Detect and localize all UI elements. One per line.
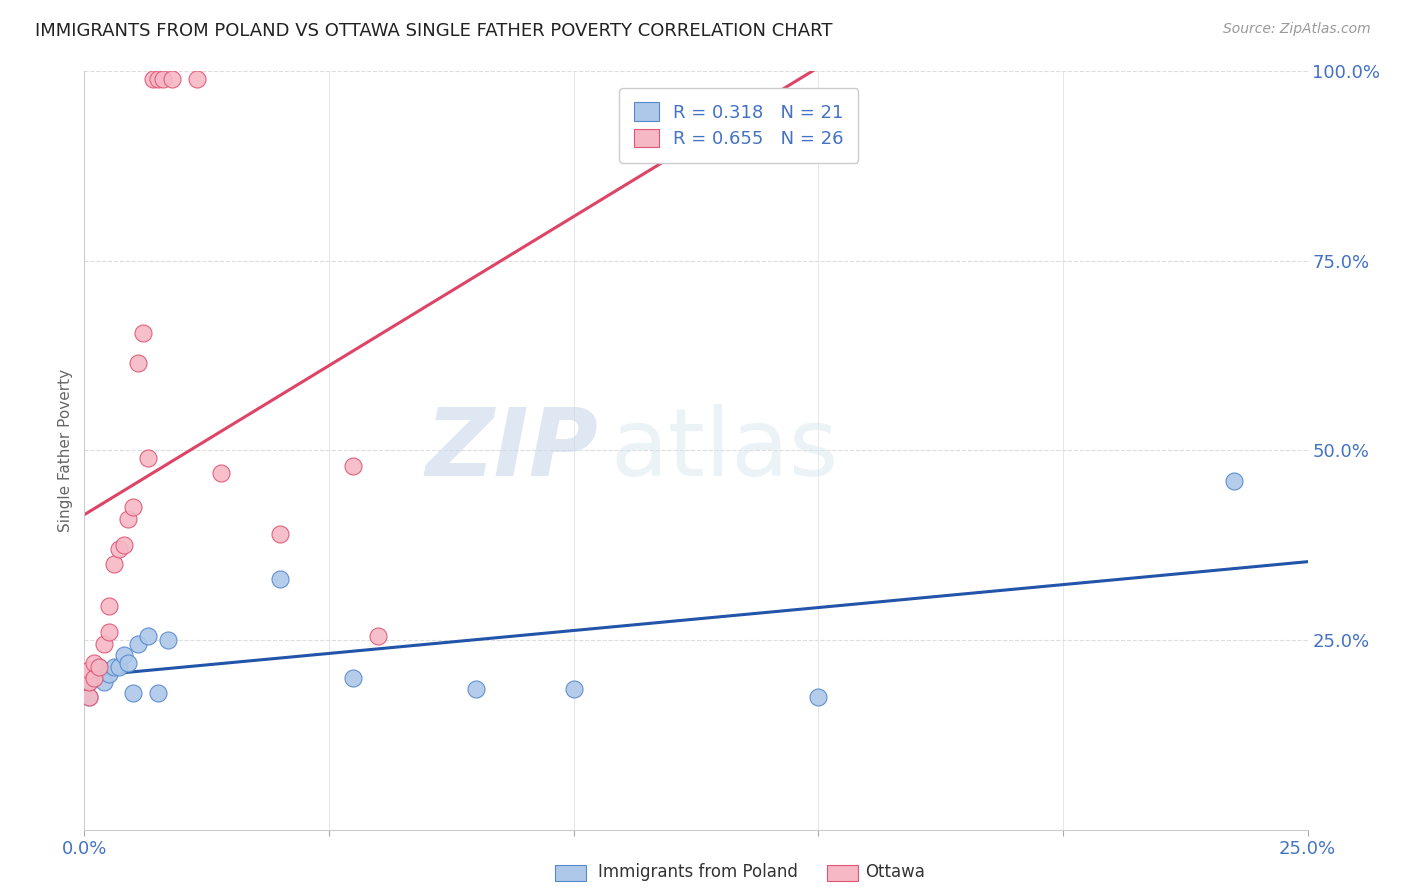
Point — [87, 659, 110, 673]
Point — [77, 674, 100, 689]
Point — [77, 674, 100, 689]
Point — [117, 656, 139, 670]
Point — [122, 500, 145, 515]
Text: Immigrants from Poland: Immigrants from Poland — [598, 863, 797, 881]
Point — [87, 659, 110, 673]
Point — [83, 671, 105, 685]
Point — [117, 512, 139, 526]
Point — [142, 72, 165, 87]
Point — [342, 458, 364, 473]
Point — [77, 664, 100, 678]
Point — [209, 467, 232, 481]
Point — [83, 656, 105, 670]
Text: atlas: atlas — [610, 404, 838, 497]
Point — [97, 625, 120, 640]
Text: IMMIGRANTS FROM POLAND VS OTTAWA SINGLE FATHER POVERTY CORRELATION CHART: IMMIGRANTS FROM POLAND VS OTTAWA SINGLE … — [35, 22, 832, 40]
Point — [93, 637, 115, 651]
Point — [367, 629, 389, 643]
Point — [132, 326, 155, 340]
Point — [103, 557, 125, 572]
Point — [1223, 474, 1246, 488]
Point — [807, 690, 830, 704]
Point — [152, 72, 174, 87]
Point — [162, 72, 184, 87]
Point — [93, 674, 115, 689]
Point — [186, 72, 208, 87]
Point — [112, 648, 135, 662]
Point — [83, 671, 105, 685]
Text: ZIP: ZIP — [425, 404, 598, 497]
Point — [269, 526, 291, 541]
Point — [562, 682, 585, 697]
Point — [97, 599, 120, 613]
Point — [97, 667, 120, 681]
Point — [464, 682, 486, 697]
Point — [107, 659, 129, 673]
Point — [156, 633, 179, 648]
Point — [136, 629, 159, 643]
Point — [127, 356, 149, 370]
Point — [269, 573, 291, 587]
Point — [122, 686, 145, 700]
Point — [136, 451, 159, 466]
Point — [107, 542, 129, 557]
Point — [103, 659, 125, 673]
Text: Source: ZipAtlas.com: Source: ZipAtlas.com — [1223, 22, 1371, 37]
Point — [112, 538, 135, 552]
Point — [127, 637, 149, 651]
Text: Ottawa: Ottawa — [865, 863, 925, 881]
Point — [146, 72, 169, 87]
Y-axis label: Single Father Poverty: Single Father Poverty — [58, 369, 73, 532]
Point — [146, 686, 169, 700]
Legend: R = 0.318   N = 21, R = 0.655   N = 26: R = 0.318 N = 21, R = 0.655 N = 26 — [619, 88, 858, 162]
Point — [77, 690, 100, 704]
Point — [342, 671, 364, 685]
Point — [77, 690, 100, 704]
